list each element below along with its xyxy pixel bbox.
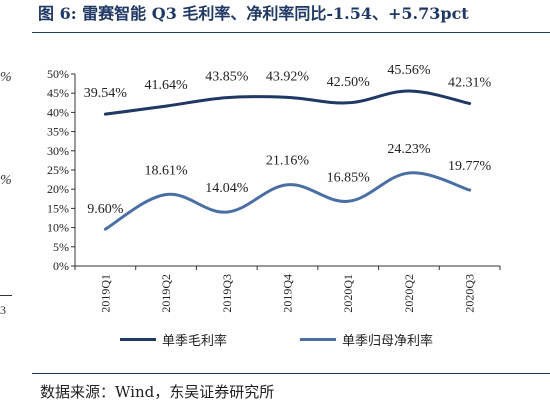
data-label: 16.85%	[327, 170, 371, 185]
data-label: 42.31%	[448, 76, 492, 91]
data-label: 42.50%	[327, 75, 371, 90]
series-line-2	[103, 171, 472, 231]
y-tick-label: 45%	[47, 86, 69, 100]
y-tick-label: 5%	[53, 240, 69, 254]
legend-item-net-margin: 单季归母净利率	[300, 330, 433, 349]
edge-line	[0, 295, 12, 296]
y-tick-label: 50%	[47, 67, 69, 81]
data-label: 45.56%	[387, 63, 431, 78]
data-label: 24.23%	[387, 142, 431, 157]
y-axis: 0% 5% 10% 15% 20% 25% 30% 35% 40% 45% 50%	[47, 67, 76, 273]
series-lines	[103, 89, 472, 231]
legend-swatch-gross-margin	[120, 338, 156, 341]
line-chart: 0%5%10%15%20%25%30%35%40%45%50% 2019Q1 20…	[47, 63, 501, 313]
x-tick-label: 2020Q1	[341, 274, 355, 313]
data-label: 19.77%	[448, 159, 492, 174]
data-label: 43.92%	[266, 69, 310, 84]
legend: 单季毛利率	[120, 330, 227, 349]
y-tick-label: 10%	[47, 221, 69, 235]
y-tick-label: 40%	[47, 105, 69, 119]
data-label: 43.85%	[205, 70, 249, 85]
figure-title: 图 6: 雷赛智能 Q3 毛利率、净利率同比-1.54、+5.73pct	[38, 4, 469, 23]
x-tick-label: 2019Q2	[159, 274, 173, 313]
data-label: 21.16%	[266, 154, 310, 169]
title-rule	[32, 32, 550, 33]
x-tick-label: 2019Q4	[281, 274, 295, 313]
y-tick-label: 0%	[53, 259, 69, 273]
legend-swatch-net-margin	[300, 338, 336, 341]
y-tick-label: 15%	[47, 201, 69, 215]
data-labels: 39.54% 41.64% 43.85% 43.92% 42.50% 45.56% 42.3…	[84, 63, 492, 217]
legend-label-gross-margin: 单季毛利率	[162, 334, 228, 349]
legend-label-net-margin: 单季归母净利率	[342, 334, 434, 349]
data-label: 18.61%	[144, 164, 188, 179]
data-label: 9.60%	[87, 202, 124, 217]
y-tick-label: 30%	[47, 144, 69, 158]
y-tick-label: 35%	[47, 125, 69, 139]
x-tick-label: 2019Q1	[98, 274, 112, 313]
y-tick-label: 20%	[47, 182, 69, 196]
legend-2: 单季归母净利率	[300, 330, 433, 349]
edge-fragment-2: %	[0, 173, 12, 188]
source-note: 数据来源：Wind，东吴证券研究所	[40, 383, 275, 401]
data-label: 14.04%	[205, 181, 249, 196]
series-line-1	[103, 89, 472, 116]
x-tick-label: 2019Q3	[220, 274, 234, 313]
edge-fragment-3: 3	[0, 303, 6, 317]
data-label: 41.64%	[144, 78, 188, 93]
data-label: 39.54%	[84, 86, 128, 101]
edge-fragment-1: %	[0, 70, 12, 85]
y-tick-label: 25%	[47, 163, 69, 177]
x-tick-label: 2020Q2	[402, 274, 416, 313]
x-tick-label: 2020Q3	[463, 274, 477, 313]
x-axis: 2019Q1 2019Q2 2019Q3 2019Q4 2020Q1 2020Q2 2020…	[74, 265, 501, 313]
legend-item-gross-margin: 单季毛利率	[120, 330, 227, 349]
bottom-rule	[32, 373, 550, 374]
